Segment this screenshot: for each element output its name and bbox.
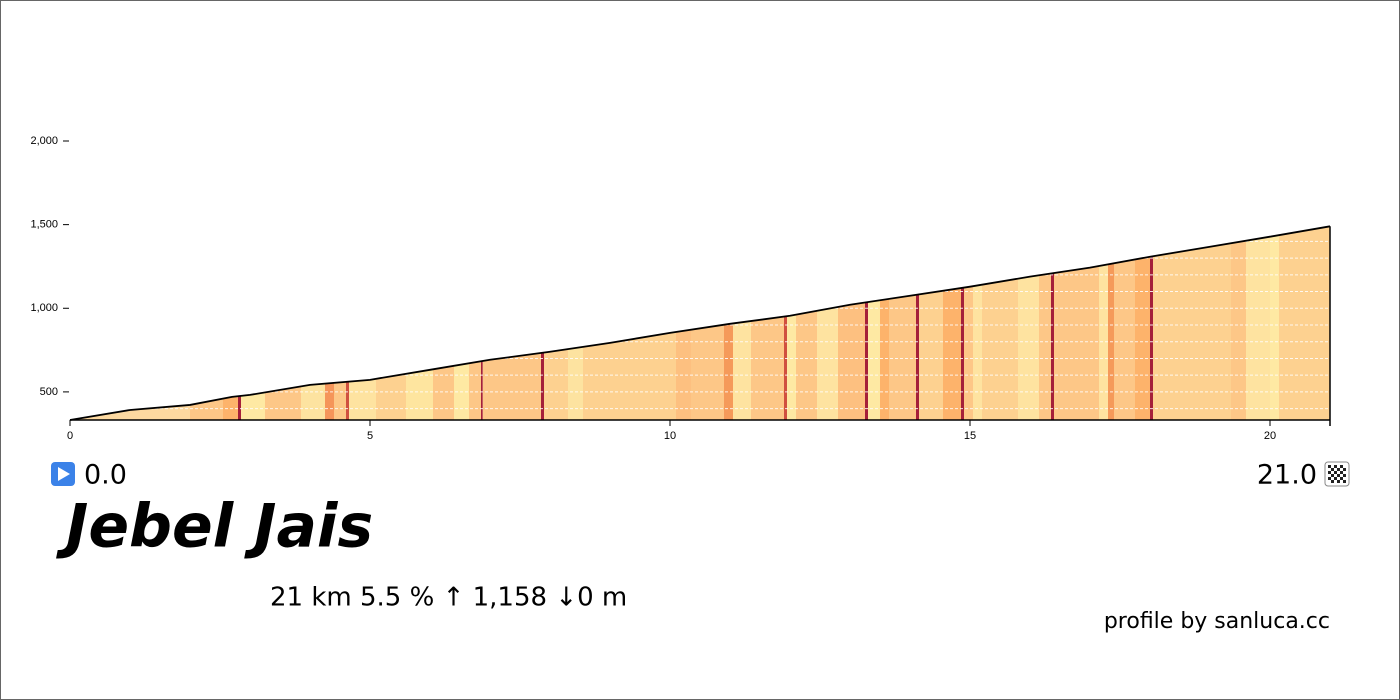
end-label: 21.0 <box>1257 460 1317 491</box>
flag-square <box>1343 468 1346 471</box>
gradient-band <box>1114 226 1135 420</box>
gradient-band <box>1150 226 1153 420</box>
x-tick-label: 10 <box>664 430 676 442</box>
gradient-band <box>1051 226 1054 420</box>
stats: 21 km 5.5 % ↑ 1,158 ↓0 m <box>270 583 627 613</box>
y-tick-label: 1,000 <box>30 302 58 314</box>
flag-square <box>1334 477 1337 480</box>
gradient-band <box>1108 226 1114 420</box>
flag-square <box>1337 474 1340 477</box>
flag-square <box>1328 465 1331 468</box>
gradient-band <box>1270 226 1279 420</box>
gradient-band <box>880 226 889 420</box>
gradient-band <box>973 226 982 420</box>
profile-line <box>69 225 1331 421</box>
y-tick-label: 500 <box>40 386 58 398</box>
gradient-band <box>1099 226 1108 420</box>
finish-icon <box>1324 461 1350 487</box>
flag-square <box>1340 465 1343 468</box>
flag-square <box>1343 474 1346 477</box>
x-tick-label: 20 <box>1264 430 1276 442</box>
flag-square <box>1331 480 1334 483</box>
flag-square <box>1328 477 1331 480</box>
gradient-band <box>1153 226 1231 420</box>
flag-square <box>1328 471 1331 474</box>
axes: 0 5 10 15 20 500 1,000 1,500 2,000 <box>30 135 1331 442</box>
y-tick-label: 2,000 <box>30 135 58 147</box>
gradient-band <box>916 226 919 420</box>
x-tick-label: 5 <box>367 430 373 442</box>
flag-square <box>1343 480 1346 483</box>
y-tick-label: 1,500 <box>30 219 58 231</box>
gradient-band <box>784 226 787 420</box>
gradient-band <box>865 226 868 420</box>
flag-square <box>1340 471 1343 474</box>
flag-square <box>1334 465 1337 468</box>
title: Jebel Jais <box>56 492 373 562</box>
flag-square <box>1331 468 1334 471</box>
flag-square <box>1337 480 1340 483</box>
x-tick-label: 15 <box>964 430 976 442</box>
flag-square <box>1331 474 1334 477</box>
gradient-band <box>787 226 796 420</box>
flag-square <box>1340 477 1343 480</box>
credit: profile by sanluca.cc <box>1104 609 1330 634</box>
flag-square <box>1337 468 1340 471</box>
flag-square <box>1334 471 1337 474</box>
gradient-band <box>1246 226 1270 420</box>
gradient-band <box>1279 226 1330 420</box>
x-tick-label: 0 <box>67 430 73 442</box>
start-icon-arrow <box>58 467 70 481</box>
gradient-band <box>961 226 964 420</box>
start-label: 0.0 <box>84 460 127 491</box>
gradient-band <box>964 226 973 420</box>
